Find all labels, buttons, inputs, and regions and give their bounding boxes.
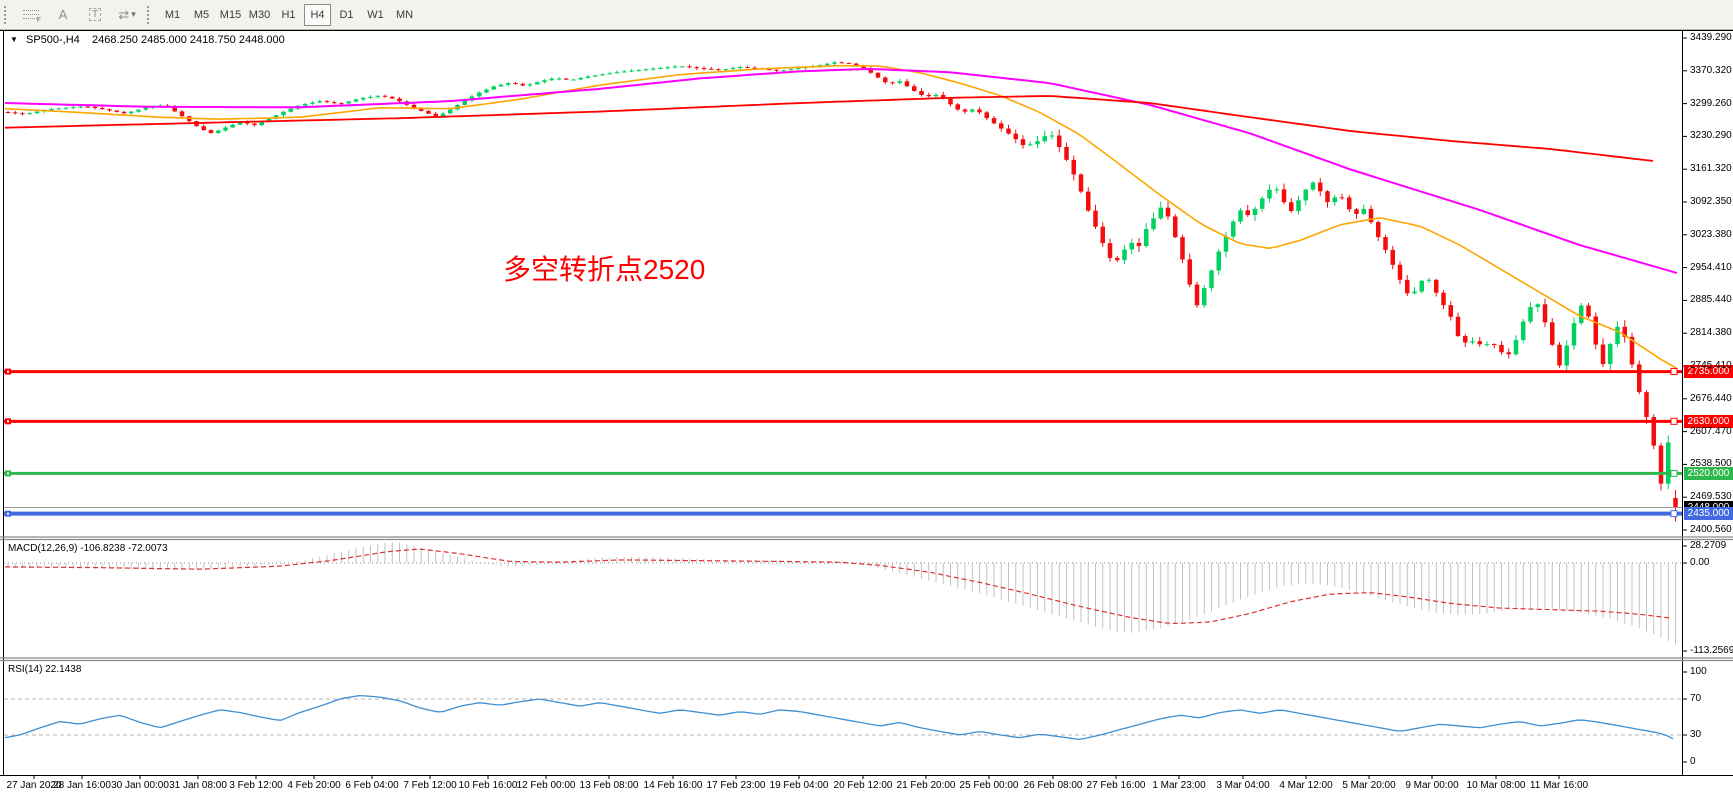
timeframe-toolbar-drag-handle[interactable] [147,5,152,24]
time-axis-label: 14 Feb 16:00 [643,780,703,791]
timeframe-button-group: M1 M5 M15 M30 H1 H4 D1 W1 MN [158,3,419,26]
text-box-tool-icon[interactable]: T [82,3,108,27]
timeframe-button-h4[interactable]: H4 [304,3,331,26]
timeframe-button-m15[interactable]: M15 [219,8,242,21]
macd-indicator-label: MACD(12,26,9) -106.8238 -72.0073 [8,543,168,554]
rsi-indicator-label: RSI(14) 22.1438 [8,664,82,675]
chart-symbol-period: SP500-,H4 [25,34,80,46]
time-axis-label: 3 Feb 12:00 [229,780,283,791]
time-axis-label: 27 Jan 2020 [6,780,62,791]
time-axis-label: 4 Feb 20:00 [287,780,341,791]
time-axis-label: 17 Feb 23:00 [706,780,766,791]
chart-ohlc-values: 2468.250 2485.000 2418.750 2448.000 [92,34,285,46]
time-axis-label: 6 Feb 04:00 [345,780,399,791]
time-axis-label: 1 Mar 23:00 [1152,780,1206,791]
timeframe-button-w1[interactable]: W1 [367,8,384,21]
price-axis-label: 3299.260 [1690,97,1732,109]
rsi-axis-label: 0 [1690,756,1696,767]
timeframe-button-mn[interactable]: MN [395,8,414,21]
time-axis-label: 3 Mar 04:00 [1216,780,1270,791]
price-axis-label: 3230.290 [1690,130,1732,142]
time-axis-label: 10 Mar 08:00 [1466,780,1526,791]
time-axis-label: 21 Feb 20:00 [896,780,956,791]
chart-title: ▼ SP500-,H4 2468.250 2485.000 2418.750 2… [10,34,285,46]
time-axis-label: 10 Feb 16:00 [458,780,518,791]
price-axis-label: 2538.500 [1690,458,1732,470]
rsi-axis-label: 30 [1690,729,1702,740]
price-axis-label: 3370.320 [1690,64,1732,76]
time-axis-label: 19 Feb 04:00 [769,780,829,791]
time-axis-label: 9 Mar 00:00 [1405,780,1459,791]
rsi-axis-label: 70 [1690,693,1702,704]
price-axis-label: 2745.410 [1690,360,1732,371]
price-line-tag-2435: 2435.000 [1684,507,1733,521]
time-axis-label: 26 Feb 08:00 [1023,780,1083,791]
time-axis-label: 25 Feb 00:00 [959,780,1019,791]
time-axis-label: 12 Feb 00:00 [516,780,576,791]
time-axis-label: 28 Jan 16:00 [53,780,111,791]
chart-annotation-text[interactable]: 多空转折点2520 [503,254,706,285]
price-axis-label: 2885.440 [1690,294,1732,306]
time-axis-label: 13 Feb 08:00 [579,780,639,791]
price-axis-label: 2400.560 [1690,524,1732,535]
price-line-tag-2735: 2735.000 [1684,365,1733,379]
timeframe-button-d1[interactable]: D1 [339,8,354,21]
chart-menu-icon[interactable]: ▼ [10,35,18,44]
time-axis-label: 27 Feb 16:00 [1086,780,1146,791]
price-axis-label: 2607.470 [1690,425,1732,437]
price-axis-label: 2469.530 [1690,491,1732,503]
time-axis-label: 31 Jan 08:00 [169,780,227,791]
fibo-lines-glyph: F [23,8,41,24]
time-axis-label: 4 Mar 12:00 [1279,780,1333,791]
macd-axis-label: 0.00 [1690,557,1710,568]
arrows-tool-icon[interactable]: ⇄ ▾ [118,6,136,22]
timeframe-button-m30[interactable]: M30 [248,8,271,21]
time-axis-label: 20 Feb 12:00 [833,780,893,791]
price-axis-label: 3439.290 [1690,32,1732,43]
toolbar-drag-handle[interactable] [4,5,9,24]
price-axis-label: 3161.320 [1690,163,1732,175]
text-label-tool-icon[interactable]: A [58,7,68,22]
price-axis-label: 3023.380 [1690,228,1732,240]
time-axis-label: 5 Mar 20:00 [1342,780,1396,791]
arrows-dropdown-caret-icon[interactable]: ▾ [131,9,136,19]
price-axis-label: 3092.350 [1690,196,1732,207]
price-axis-label: 2954.410 [1690,261,1732,273]
macd-axis-label: -113.2569 [1690,645,1733,656]
price-axis-label: 2676.440 [1690,392,1732,404]
price-axis-label: 2814.380 [1690,327,1732,339]
text-box-glyph: T [88,8,102,21]
time-axis-label: 11 Mar 16:00 [1529,780,1589,791]
top-toolbar: F A T ⇄ ▾ M1 M5 M15 M30 H1 H4 D1 W1 MN [0,0,1733,30]
time-axis-label: 30 Jan 00:00 [111,780,169,791]
macd-axis-label: 28.2709 [1690,540,1727,551]
timeframe-button-m1[interactable]: M1 [164,8,181,21]
price-line-tag-2630: 2630.000 [1684,414,1733,428]
timeframe-button-m5[interactable]: M5 [193,8,210,21]
timeframe-button-h1[interactable]: H1 [281,8,296,21]
fibonacci-lines-icon[interactable]: F [18,3,44,27]
rsi-axis-label: 100 [1690,666,1707,677]
time-axis-label: 7 Feb 12:00 [403,780,457,791]
price-line-tag-2520: 2520.000 [1684,466,1733,480]
